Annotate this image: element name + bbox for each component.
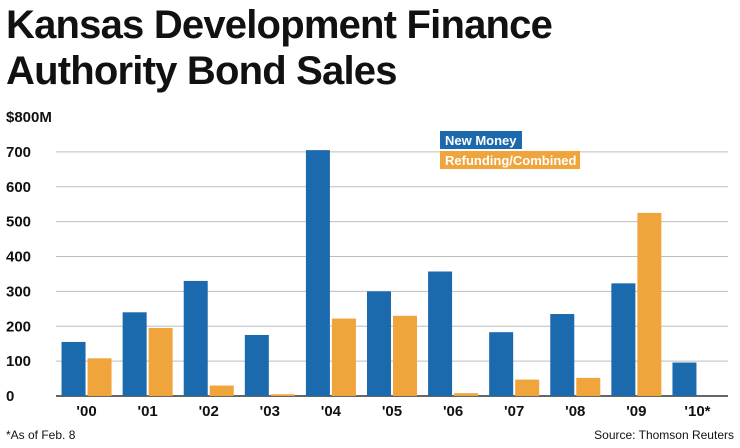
y-tick-label-800: $800M xyxy=(6,109,52,126)
bar-new-money-9 xyxy=(611,283,636,396)
bar-new-money-7 xyxy=(489,332,514,396)
x-tick-label-4: '04 xyxy=(321,403,342,420)
bar-refunding-4 xyxy=(331,318,356,396)
source-credit: Source: Thomson Reuters xyxy=(594,428,734,442)
bar-new-money-0 xyxy=(61,341,86,396)
bar-new-money-5 xyxy=(367,291,391,396)
x-tick-label-1: '01 xyxy=(138,403,158,420)
x-tick-label-8: '08 xyxy=(565,403,585,420)
bar-new-money-6 xyxy=(428,271,453,396)
y-tick-label-500: 500 xyxy=(6,214,31,231)
bar-new-money-3 xyxy=(244,334,269,396)
y-tick-label-0: 0 xyxy=(6,388,14,405)
y-tick-label-200: 200 xyxy=(6,318,31,335)
bar-new-money-4 xyxy=(305,150,330,396)
bar-refunding-7 xyxy=(515,379,540,396)
y-tick-label-700: 700 xyxy=(6,144,31,161)
title-line-1: Kansas Development Finance xyxy=(6,3,553,47)
footnote: *As of Feb. 8 xyxy=(6,428,76,442)
x-tick-label-6: '06 xyxy=(443,403,463,420)
bar-refunding-0 xyxy=(87,358,112,396)
bar-refunding-2 xyxy=(209,385,234,396)
title-line-2: Authority Bond Sales xyxy=(6,49,398,93)
legend-label-0: New Money xyxy=(445,133,517,148)
legend-label-1: Refunding/Combined xyxy=(445,153,576,168)
bar-refunding-9 xyxy=(637,212,662,396)
x-tick-label-7: '07 xyxy=(504,403,524,420)
bars xyxy=(61,150,697,396)
bar-refunding-3 xyxy=(270,394,295,396)
x-tick-label-10: '10* xyxy=(684,403,710,420)
chart-title: Kansas Development Finance Authority Bon… xyxy=(6,2,553,94)
y-tick-label-600: 600 xyxy=(6,179,31,196)
x-axis-ticks: '00 '01 '02 '03 '04 '05 '06 '07 '08 '09 '10* xyxy=(76,403,710,420)
legend: New Money Refunding/Combined xyxy=(440,131,580,169)
bar-refunding-1 xyxy=(148,327,173,396)
y-tick-label-100: 100 xyxy=(6,353,31,370)
y-axis-ticks: 0 100 200 300 400 500 600 700 $800M xyxy=(6,109,52,405)
x-tick-label-2: '02 xyxy=(199,403,219,420)
bar-refunding-8 xyxy=(576,377,601,396)
x-tick-label-9: '09 xyxy=(626,403,646,420)
bar-new-money-10 xyxy=(672,362,697,396)
bar-new-money-2 xyxy=(183,280,208,396)
bar-new-money-1 xyxy=(122,312,147,396)
legend-swatch-0 xyxy=(440,131,522,149)
bar-refunding-6 xyxy=(454,393,479,396)
y-tick-label-300: 300 xyxy=(6,283,31,300)
x-tick-label-0: '00 xyxy=(76,403,96,420)
x-tick-label-3: '03 xyxy=(260,403,280,420)
legend-swatch-1 xyxy=(440,151,580,169)
x-tick-label-5: '05 xyxy=(382,403,402,420)
bar-refunding-5 xyxy=(393,315,417,396)
y-tick-label-400: 400 xyxy=(6,249,31,266)
bar-new-money-8 xyxy=(550,314,575,396)
